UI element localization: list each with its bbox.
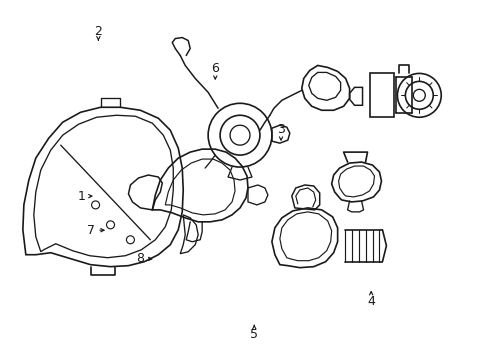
Text: 6: 6 bbox=[211, 62, 219, 75]
Text: 8: 8 bbox=[136, 252, 143, 265]
Text: 2: 2 bbox=[94, 25, 102, 38]
Text: 1: 1 bbox=[77, 190, 85, 203]
Text: 4: 4 bbox=[366, 296, 374, 309]
Text: 3: 3 bbox=[277, 123, 285, 136]
Text: 5: 5 bbox=[250, 328, 258, 341]
Text: 7: 7 bbox=[87, 224, 95, 237]
